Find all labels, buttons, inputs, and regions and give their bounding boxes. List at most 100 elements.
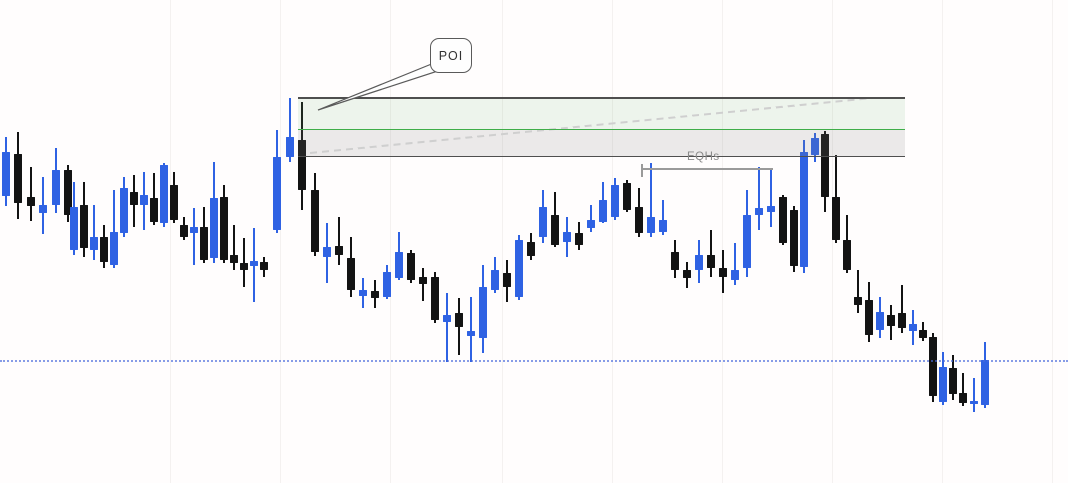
candle-body: [130, 192, 138, 205]
candle-body: [200, 227, 208, 260]
vertical-gridline: [722, 0, 723, 483]
dotted-price-level-line[interactable]: [0, 360, 1068, 362]
candle-body: [767, 206, 775, 212]
candle-body: [140, 195, 148, 205]
candle-body: [854, 297, 862, 305]
candle-body: [240, 263, 248, 270]
candle-body: [27, 197, 35, 206]
candle-body: [431, 277, 439, 320]
candle-body: [371, 291, 379, 298]
candle-wick: [113, 190, 115, 268]
candle-body: [14, 154, 22, 203]
candle-wick: [338, 217, 340, 265]
candle-body: [347, 258, 355, 290]
candle-body: [647, 217, 655, 233]
candle-body: [635, 207, 643, 233]
candle-body: [832, 197, 840, 240]
candle-body: [170, 185, 178, 220]
eqh-marker-line[interactable]: [641, 168, 773, 170]
candle-body: [755, 208, 763, 215]
candle-body: [395, 252, 403, 278]
candle-body: [981, 360, 989, 405]
candle-body: [39, 205, 47, 213]
candle-body: [273, 157, 281, 230]
candle-wick: [901, 285, 903, 333]
zone-bottom-border: [298, 155, 905, 157]
candle-body: [865, 300, 873, 335]
candle-body: [250, 261, 258, 266]
vertical-gridline: [1052, 0, 1053, 483]
candle-body: [743, 215, 751, 268]
candle-wick: [470, 297, 472, 362]
candle-body: [479, 287, 487, 338]
candle-body: [707, 255, 715, 268]
eqh-marker-tick: [641, 164, 643, 177]
zone-divider-line: [298, 129, 905, 130]
candle-body: [455, 313, 463, 327]
candle-wick: [758, 167, 760, 230]
zone-gray-area: [298, 129, 905, 157]
candle-body: [2, 152, 10, 196]
vertical-gridline: [390, 0, 391, 483]
candle-body: [959, 393, 967, 403]
candle-body: [64, 170, 72, 215]
eqh-label[interactable]: EQHs: [687, 151, 720, 163]
candle-wick: [650, 163, 652, 237]
candle-body: [515, 240, 523, 297]
candle-body: [419, 277, 427, 284]
zone-top-border: [298, 97, 905, 99]
candle-body: [611, 185, 619, 217]
candle-body: [683, 270, 691, 278]
candle-body: [70, 207, 78, 250]
candle-wick: [193, 208, 195, 265]
candle-body: [383, 272, 391, 297]
candle-body: [407, 253, 415, 280]
candle-body: [220, 197, 228, 260]
candle-body: [659, 220, 667, 232]
poi-callout-label[interactable]: POI: [430, 38, 472, 73]
candle-body: [527, 242, 535, 256]
candle-body: [503, 273, 511, 287]
candle-body: [790, 210, 798, 266]
candle-body: [100, 237, 108, 262]
candle-wick: [770, 170, 772, 227]
candle-body: [929, 337, 937, 396]
candle-body: [359, 290, 367, 296]
candle-body: [575, 233, 583, 245]
candle-body: [843, 240, 851, 270]
candle-body: [970, 401, 978, 404]
candle-body: [898, 313, 906, 328]
candle-body: [695, 255, 703, 270]
candle-body: [230, 255, 238, 263]
candle-body: [260, 262, 268, 270]
candle-wick: [30, 167, 32, 221]
candle-body: [876, 312, 884, 330]
candle-body: [90, 237, 98, 250]
candle-body: [731, 270, 739, 280]
candle-body: [150, 198, 158, 222]
candle-body: [180, 225, 188, 237]
candle-body: [623, 183, 631, 210]
candle-body: [298, 140, 306, 190]
candle-wick: [93, 205, 95, 260]
candle-body: [120, 188, 128, 233]
candle-body: [551, 215, 559, 245]
supply-zone-drawing[interactable]: [298, 97, 905, 157]
candle-wick: [233, 225, 235, 270]
candle-wick: [289, 98, 291, 162]
candle-body: [800, 152, 808, 267]
candle-wick: [590, 205, 592, 232]
candle-body: [491, 270, 499, 290]
vertical-gridline: [942, 0, 943, 483]
candle-body: [110, 232, 118, 265]
candle-body: [323, 247, 331, 257]
candle-body: [160, 165, 168, 223]
candle-body: [939, 367, 947, 402]
candle-body: [919, 330, 927, 338]
candle-body: [80, 205, 88, 248]
candle-body: [779, 197, 787, 243]
candle-body: [909, 324, 917, 331]
candle-body: [821, 134, 829, 197]
